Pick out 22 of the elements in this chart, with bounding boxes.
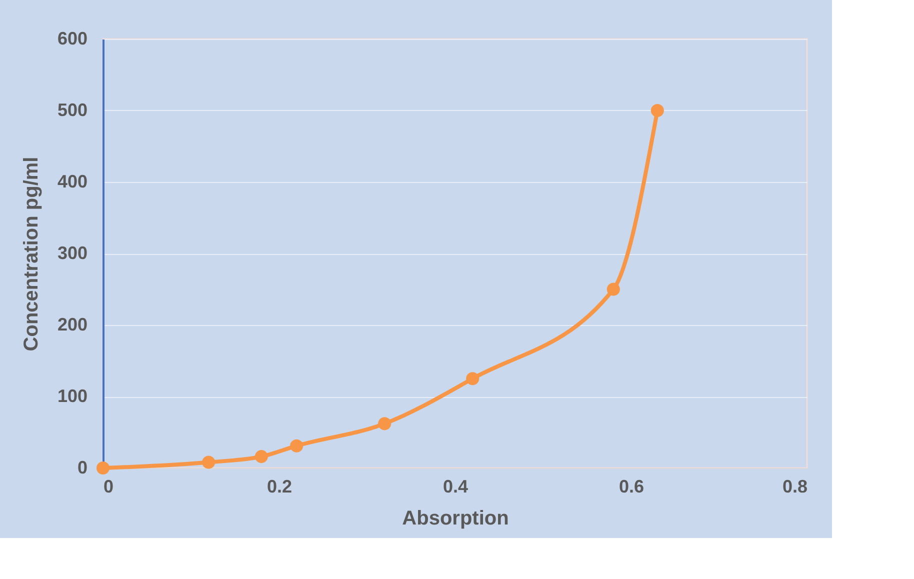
point bbox=[378, 417, 392, 430]
x-tick-label: 0 bbox=[104, 476, 114, 496]
point bbox=[650, 104, 664, 118]
x-tick-label: 0.2 bbox=[266, 476, 292, 496]
x-axis-title: Absorption bbox=[402, 508, 509, 530]
x-tick-label: 0.6 bbox=[618, 476, 644, 496]
y-tick-label: 0 bbox=[77, 458, 88, 478]
y-tick-label: 200 bbox=[57, 314, 88, 334]
y-tick-label: 300 bbox=[57, 243, 88, 263]
point bbox=[466, 372, 480, 386]
point bbox=[96, 461, 110, 475]
y-tick-label: 100 bbox=[57, 386, 88, 406]
x-tick-label: 0.8 bbox=[782, 476, 808, 496]
point bbox=[202, 456, 216, 469]
y-tick-label: 400 bbox=[57, 172, 88, 192]
y-axis-title: Concentration pg/ml bbox=[20, 156, 42, 352]
point bbox=[254, 450, 268, 464]
y-tick-label: 500 bbox=[57, 100, 88, 120]
y-tick-label: 600 bbox=[57, 28, 88, 48]
point bbox=[606, 282, 620, 296]
x-tick-label: 0.4 bbox=[442, 476, 468, 496]
point bbox=[290, 439, 304, 452]
